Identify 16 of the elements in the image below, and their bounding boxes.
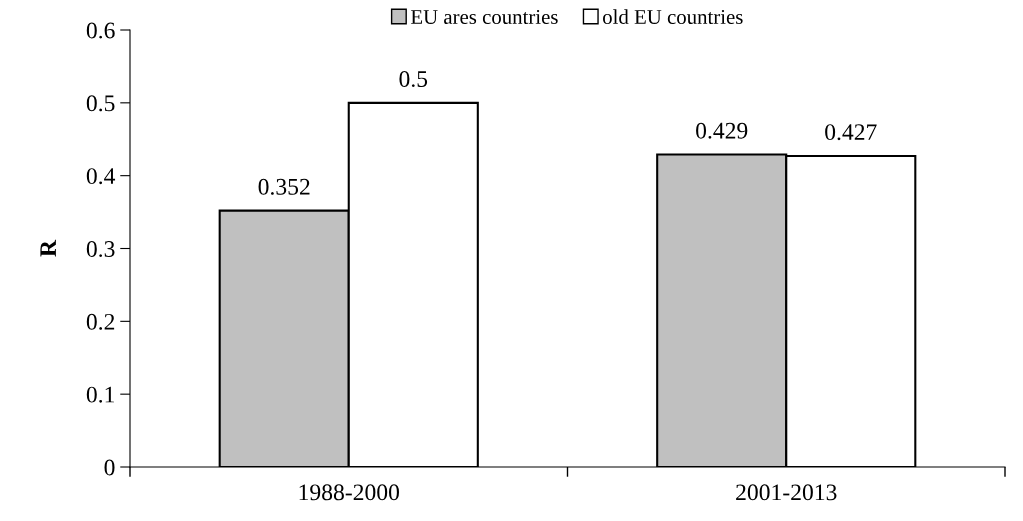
data-label: 0.427 bbox=[825, 124, 877, 141]
legend-label: old EU countries bbox=[603, 9, 743, 24]
y-axis-title: R bbox=[40, 239, 56, 257]
y-tick-label: 0 bbox=[104, 459, 115, 476]
data-label: 0.5 bbox=[399, 70, 428, 88]
x-tick-label: 1988-2000 bbox=[299, 484, 399, 501]
y-tick-label: 0.4 bbox=[86, 168, 116, 185]
y-tick-label: 0.5 bbox=[86, 95, 115, 112]
legend-label: EU ares countries bbox=[410, 9, 558, 24]
y-tick-label: 0.1 bbox=[86, 386, 114, 403]
y-tick-label: 0.6 bbox=[86, 22, 115, 39]
data-label: 0.429 bbox=[696, 122, 748, 139]
y-tick-label: 0.3 bbox=[86, 240, 115, 258]
x-tick-label: 2001-2013 bbox=[736, 484, 837, 501]
data-label: 0.352 bbox=[258, 178, 310, 195]
y-tick-label: 0.2 bbox=[86, 313, 115, 330]
